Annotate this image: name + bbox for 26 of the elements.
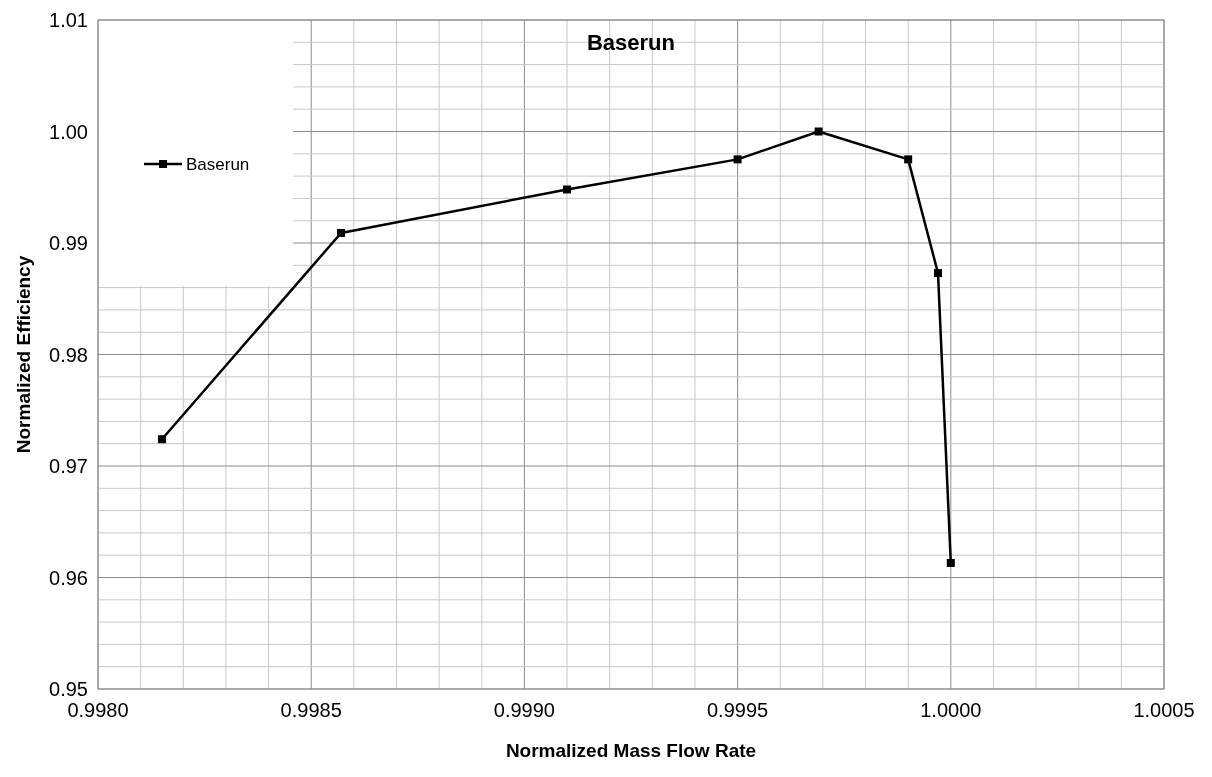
- x-tick-label: 0.9990: [493, 699, 555, 721]
- text: Baserun: [586, 30, 676, 55]
- x-tick-label: 1.0000: [920, 699, 982, 721]
- point: [337, 228, 346, 237]
- x-tick-label: 1.0005: [1133, 699, 1195, 721]
- y-tick-label: 0.98: [49, 343, 88, 366]
- y-tick-label: 0.96: [49, 566, 88, 589]
- x-tick-label: 0.9985: [280, 699, 342, 721]
- y-tick-label: 0.97: [49, 455, 88, 477]
- point: [814, 127, 823, 136]
- legend-box: Baserun: [99, 21, 293, 286]
- point: [934, 269, 943, 278]
- y-tick-label: 1.01: [49, 9, 88, 31]
- y-tick-label: 1.00: [49, 120, 88, 143]
- x-tick-label: 0.9980: [67, 699, 129, 721]
- point: [563, 185, 572, 194]
- y-tick-label: 0.99: [49, 232, 88, 254]
- y-axis-title: Normalized Efficiency: [13, 255, 34, 454]
- x-tick-label: 0.9995: [707, 699, 769, 721]
- point: [733, 155, 742, 164]
- point: [904, 155, 913, 164]
- point: [946, 559, 955, 568]
- x-axis-title: Normalized Mass Flow Rate: [505, 740, 757, 761]
- legend-label: Baserun: [186, 155, 250, 174]
- point: [157, 435, 166, 444]
- y-tick-label: 0.95: [49, 678, 88, 700]
